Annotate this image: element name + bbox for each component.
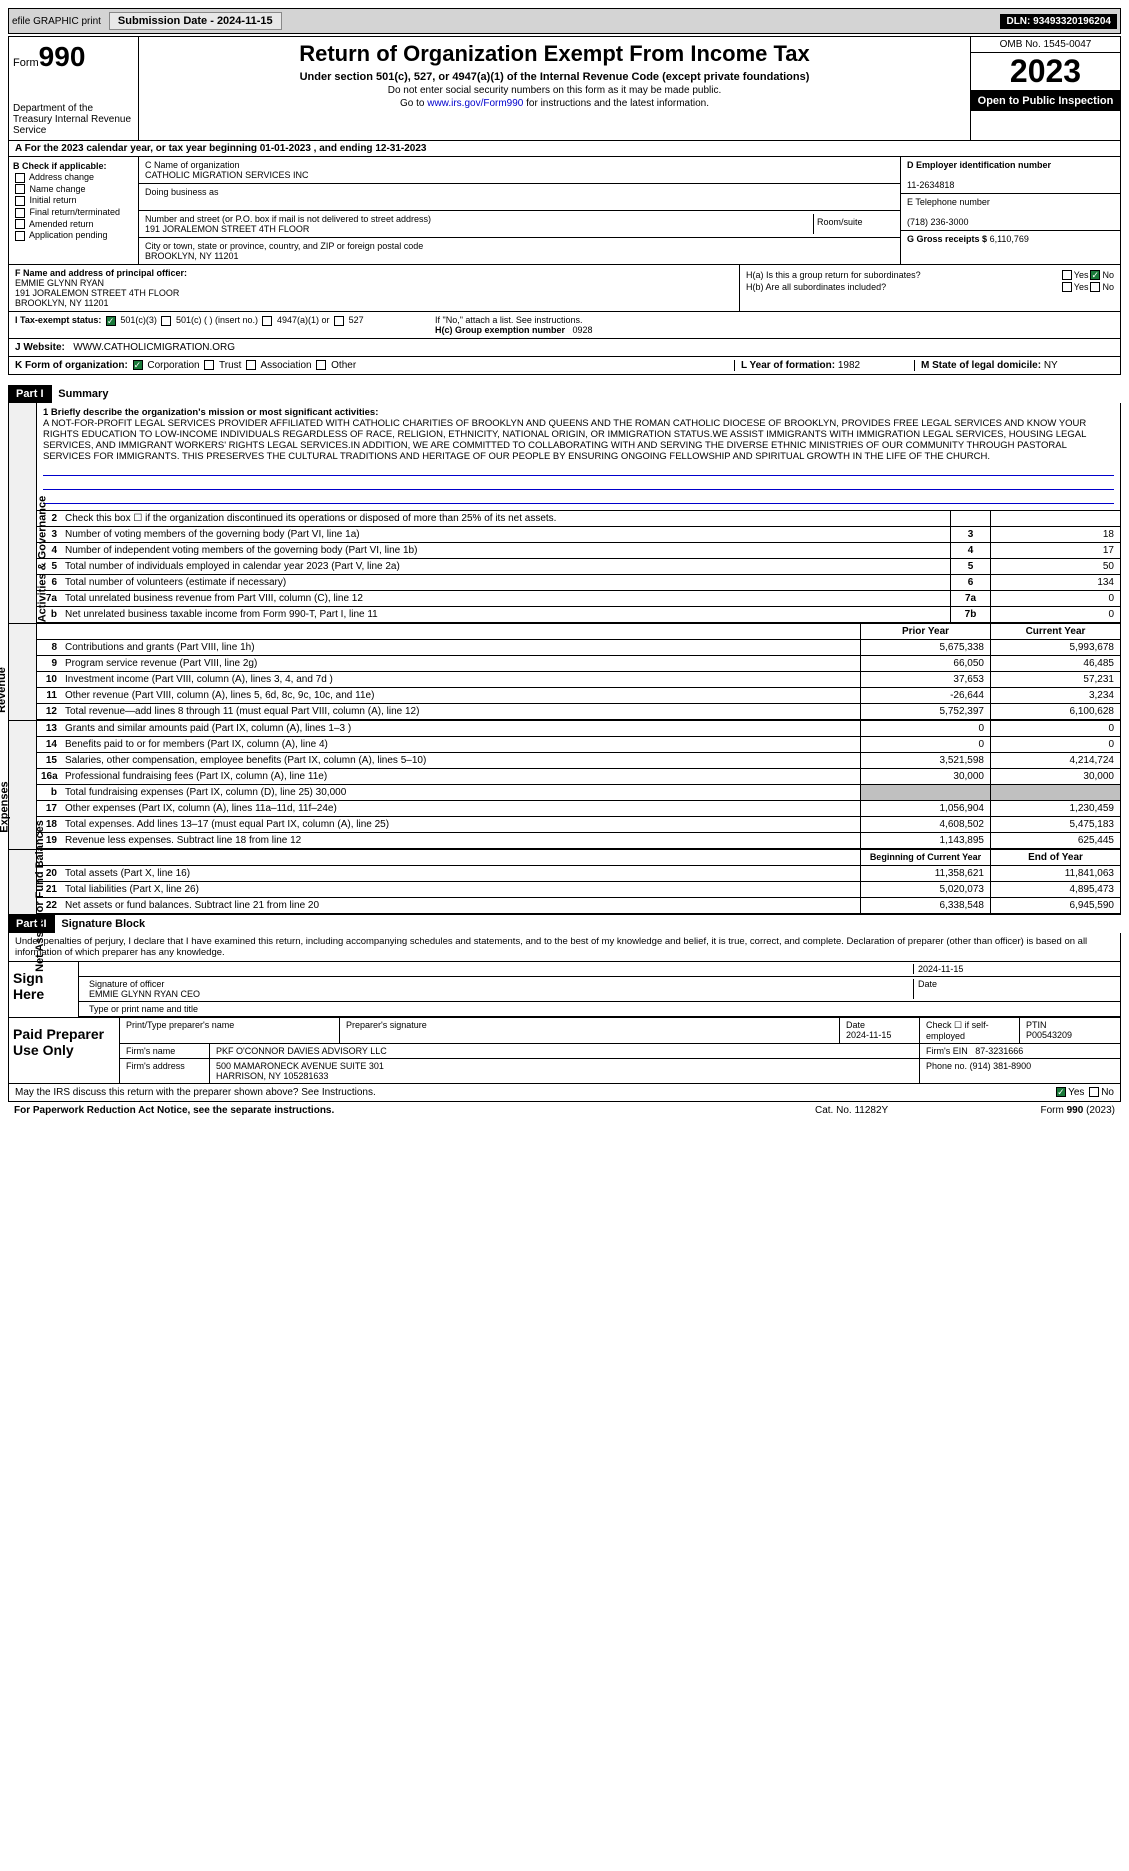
section-bcd: B Check if applicable: Address change Na… (8, 157, 1121, 265)
section-fgh: F Name and address of principal officer:… (8, 265, 1121, 312)
table-row: bTotal fundraising expenses (Part IX, co… (37, 785, 1120, 801)
col-h: H(a) Is this a group return for subordin… (740, 265, 1120, 311)
irs-link[interactable]: www.irs.gov/Form990 (427, 98, 523, 109)
signature-block: Under penalties of perjury, I declare th… (8, 933, 1121, 1084)
table-row: 11Other revenue (Part VIII, column (A), … (37, 688, 1120, 704)
paid-preparer-label: Paid Preparer Use Only (9, 1018, 119, 1083)
table-row: 20Total assets (Part X, line 16)11,358,6… (37, 866, 1120, 882)
mission-block: 1 Briefly describe the organization's mi… (37, 403, 1120, 511)
side-exp: Expenses (0, 781, 11, 832)
line-a: A For the 2023 calendar year, or tax yea… (8, 141, 1121, 157)
org-form-row: K Form of organization: Corporation Trus… (8, 357, 1121, 375)
form-header: Form990 Department of the Treasury Inter… (8, 36, 1121, 141)
col-c: C Name of organizationCATHOLIC MIGRATION… (139, 157, 900, 264)
website-row: J Website: WWW.CATHOLICMIGRATION.ORG (8, 339, 1121, 357)
table-row: 22Net assets or fund balances. Subtract … (37, 898, 1120, 914)
tax-year: 2023 (971, 53, 1120, 91)
table-row: 4Number of independent voting members of… (37, 543, 1120, 559)
perjury-text: Under penalties of perjury, I declare th… (9, 933, 1120, 962)
side-rev: Revenue (0, 667, 8, 713)
form-link: Go to www.irs.gov/Form990 for instructio… (143, 98, 966, 109)
omb-label: OMB No. 1545-0047 (971, 37, 1120, 53)
col-b: B Check if applicable: Address change Na… (9, 157, 139, 264)
form-subtitle: Under section 501(c), 527, or 4947(a)(1)… (143, 71, 966, 83)
part1-title: Summary (58, 388, 108, 400)
checkbox-option[interactable]: Initial return (13, 195, 134, 206)
form-title: Return of Organization Exempt From Incom… (143, 41, 966, 67)
table-row: 3Number of voting members of the governi… (37, 527, 1120, 543)
table-row: 12Total revenue—add lines 8 through 11 (… (37, 704, 1120, 720)
side-net: Net Assets or Fund Balances (34, 820, 46, 972)
form-note1: Do not enter social security numbers on … (143, 85, 966, 96)
summary-body: Activities & Governance 1 Briefly descri… (8, 403, 1121, 624)
table-row: 15Salaries, other compensation, employee… (37, 753, 1120, 769)
table-row: 10Investment income (Part VIII, column (… (37, 672, 1120, 688)
table-row: 9Program service revenue (Part VIII, lin… (37, 656, 1120, 672)
table-row: 5Total number of individuals employed in… (37, 559, 1120, 575)
table-row: 8Contributions and grants (Part VIII, li… (37, 640, 1120, 656)
table-row: 14Benefits paid to or for members (Part … (37, 737, 1120, 753)
part2-header: Part II (8, 915, 55, 933)
tax-status-row: I Tax-exempt status: 501(c)(3) 501(c) ( … (8, 312, 1121, 339)
table-row: 16aProfessional fundraising fees (Part I… (37, 769, 1120, 785)
side-gov: Activities & Governance (36, 496, 48, 623)
col-f: F Name and address of principal officer:… (9, 265, 740, 311)
table-row: 19Revenue less expenses. Subtract line 1… (37, 833, 1120, 849)
dept-label: Department of the Treasury Internal Reve… (13, 103, 134, 136)
table-row: 18Total expenses. Add lines 13–17 (must … (37, 817, 1120, 833)
table-row: 17Other expenses (Part IX, column (A), l… (37, 801, 1120, 817)
form-number: Form990 (13, 41, 134, 73)
inspection-label: Open to Public Inspection (971, 91, 1120, 111)
may-irs-row: May the IRS discuss this return with the… (8, 1084, 1121, 1102)
checkbox-option[interactable]: Address change (13, 172, 134, 183)
footer: For Paperwork Reduction Act Notice, see … (8, 1102, 1121, 1119)
table-row: 7aTotal unrelated business revenue from … (37, 591, 1120, 607)
table-row: 13Grants and similar amounts paid (Part … (37, 721, 1120, 737)
checkbox-option[interactable]: Application pending (13, 230, 134, 241)
dln-label: DLN: 93493320196204 (1000, 14, 1117, 29)
part1-header: Part I (8, 385, 52, 403)
checkbox-option[interactable]: Name change (13, 184, 134, 195)
efile-label: efile GRAPHIC print (12, 16, 101, 27)
col-d: D Employer identification number11-26348… (900, 157, 1120, 264)
checkbox-option[interactable]: Amended return (13, 219, 134, 230)
checkbox-option[interactable]: Final return/terminated (13, 207, 134, 218)
table-row: 21Total liabilities (Part X, line 26)5,0… (37, 882, 1120, 898)
top-bar: efile GRAPHIC print Submission Date - 20… (8, 8, 1121, 34)
part2-title: Signature Block (61, 918, 145, 930)
table-row: 2Check this box ☐ if the organization di… (37, 511, 1120, 527)
table-row: 6Total number of volunteers (estimate if… (37, 575, 1120, 591)
submission-button[interactable]: Submission Date - 2024-11-15 (109, 12, 282, 30)
table-row: bNet unrelated business taxable income f… (37, 607, 1120, 623)
